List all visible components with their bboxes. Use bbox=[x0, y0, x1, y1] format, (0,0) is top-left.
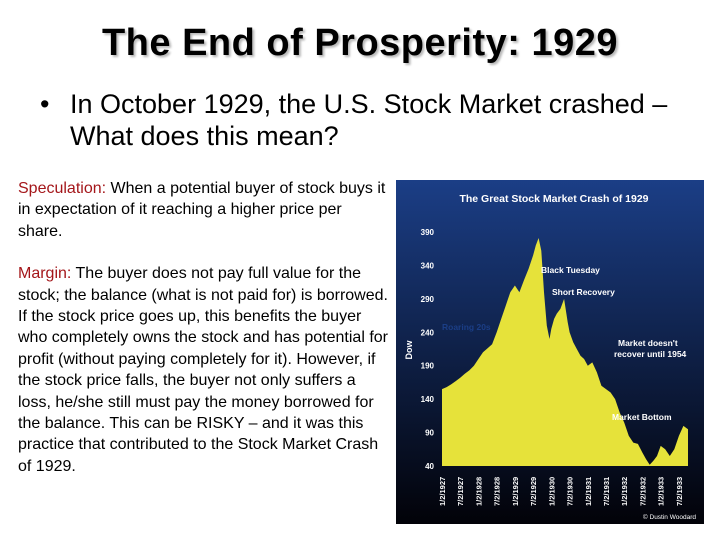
bullet-icon: • bbox=[40, 89, 50, 119]
y-tick-label: 140 bbox=[421, 395, 435, 404]
bullet-point: • In October 1929, the U.S. Stock Market… bbox=[40, 88, 680, 152]
x-tick-label: 1/2/1932 bbox=[620, 477, 629, 506]
slide-title: The End of Prosperity: 1929 bbox=[101, 22, 619, 64]
annotation-market-recovery: Market doesn't recover until 1954 bbox=[614, 338, 687, 359]
y-tick-label: 190 bbox=[421, 362, 435, 371]
y-tick-label: 390 bbox=[421, 228, 435, 237]
annotation-black-tuesday: Black Tuesday bbox=[541, 265, 600, 275]
x-tick-label: 7/2/1929 bbox=[529, 477, 538, 506]
y-tick-label: 90 bbox=[425, 429, 434, 438]
y-tick-label: 340 bbox=[421, 261, 435, 270]
dow-area-series bbox=[442, 238, 688, 466]
annotation-roaring-20s: Roaring 20s bbox=[442, 322, 491, 332]
chart-title: The Great Stock Market Crash of 1929 bbox=[459, 193, 648, 205]
definition-margin: Margin: The buyer does not pay full valu… bbox=[18, 263, 388, 477]
annotation-short-recovery: Short Recovery bbox=[552, 287, 615, 297]
x-tick-label: 1/2/1929 bbox=[511, 477, 520, 506]
x-tick-label: 1/2/1927 bbox=[438, 477, 447, 506]
definition-term: Margin: bbox=[18, 265, 72, 283]
bullet-text: In October 1929, the U.S. Stock Market c… bbox=[70, 89, 668, 151]
chart-y-axis-label: Dow bbox=[404, 340, 414, 360]
definition-speculation: Speculation: When a potential buyer of s… bbox=[18, 178, 388, 242]
x-tick-label: 1/2/1930 bbox=[547, 477, 556, 506]
annotation-market-bottom: Market Bottom bbox=[612, 412, 672, 422]
x-tick-label: 7/2/1932 bbox=[638, 477, 647, 506]
chart-svg: The Great Stock Market Crash of 1929 Dow… bbox=[396, 180, 704, 524]
x-tick-label: 1/2/1933 bbox=[657, 477, 666, 506]
definition-text: When a potential buyer of stock buys it … bbox=[18, 180, 386, 240]
y-tick-label: 240 bbox=[421, 328, 435, 337]
x-tick-label: 7/2/1930 bbox=[566, 477, 575, 506]
x-tick-label: 1/2/1928 bbox=[474, 477, 483, 506]
stock-crash-chart: The Great Stock Market Crash of 1929 Dow… bbox=[396, 180, 704, 524]
definition-text: The buyer does not pay full value for th… bbox=[18, 265, 388, 475]
x-tick-label: 7/2/1927 bbox=[456, 477, 465, 506]
y-tick-label: 290 bbox=[421, 295, 435, 304]
definitions: Speculation: When a potential buyer of s… bbox=[18, 178, 388, 477]
x-tick-label: 7/2/1928 bbox=[493, 477, 502, 506]
definition-term: Speculation: bbox=[18, 180, 107, 197]
x-tick-label: 7/2/1933 bbox=[675, 477, 684, 506]
chart-credit: © Dustin Woodard bbox=[643, 513, 696, 521]
x-tick-label: 1/2/1931 bbox=[584, 477, 593, 506]
x-tick-label: 7/2/1931 bbox=[602, 477, 611, 506]
y-tick-label: 40 bbox=[425, 462, 434, 471]
